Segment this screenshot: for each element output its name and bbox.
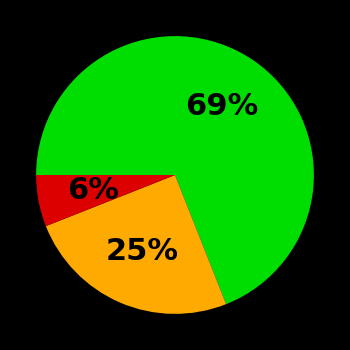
Text: 6%: 6% [67, 176, 119, 205]
Text: 25%: 25% [105, 237, 178, 266]
Text: 69%: 69% [185, 92, 258, 121]
Wedge shape [36, 36, 314, 304]
Wedge shape [46, 175, 226, 314]
Wedge shape [36, 175, 175, 226]
